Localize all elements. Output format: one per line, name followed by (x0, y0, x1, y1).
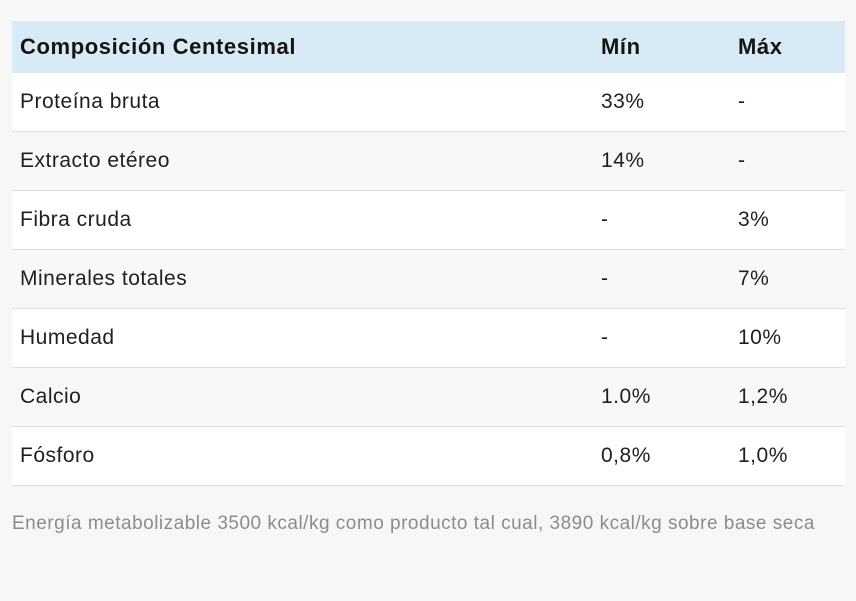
table-row-fosforo: Fósforo 0,8% 1,0% (12, 427, 845, 486)
composition-table: Composición Centesimal Mín Máx Proteína … (12, 21, 845, 486)
row-label: Extracto etéreo (20, 149, 170, 172)
row-min-value: 33% (601, 90, 645, 113)
column-header-min: Mín (601, 34, 641, 59)
column-header-max: Máx (738, 34, 783, 59)
row-max-value: 1,2% (738, 385, 788, 408)
row-label: Proteína bruta (20, 90, 161, 113)
row-label: Humedad (20, 326, 115, 349)
table-row-humedad: Humedad - 10% (12, 309, 845, 368)
row-min-value: - (601, 267, 609, 290)
row-min-value: 0,8% (601, 444, 651, 467)
column-header-composition: Composición Centesimal (20, 34, 297, 59)
row-min-value: 1.0% (601, 385, 651, 408)
table-row-fibra-cruda: Fibra cruda - 3% (12, 191, 845, 250)
row-min-value: 14% (601, 149, 645, 172)
row-label: Minerales totales (20, 267, 188, 290)
row-min-value: - (601, 326, 609, 349)
table-row-calcio: Calcio 1.0% 1,2% (12, 368, 845, 427)
row-label: Calcio (20, 385, 82, 408)
row-label: Fósforo (20, 444, 95, 467)
row-max-value: 7% (738, 267, 770, 290)
row-max-value: 3% (738, 208, 770, 231)
row-min-value: - (601, 208, 609, 231)
row-max-value: - (738, 90, 746, 113)
row-label: Fibra cruda (20, 208, 132, 231)
table-row-proteina-bruta: Proteína bruta 33% - (12, 73, 845, 132)
table-row-extracto-etereo: Extracto etéreo 14% - (12, 132, 845, 191)
table-header-row: Composición Centesimal Mín Máx (12, 21, 845, 73)
energy-footnote: Energía metabolizable 3500 kcal/kg como … (12, 513, 815, 534)
row-max-value: 1,0% (738, 444, 788, 467)
row-max-value: 10% (738, 326, 782, 349)
table-row-minerales-totales: Minerales totales - 7% (12, 250, 845, 309)
row-max-value: - (738, 149, 746, 172)
